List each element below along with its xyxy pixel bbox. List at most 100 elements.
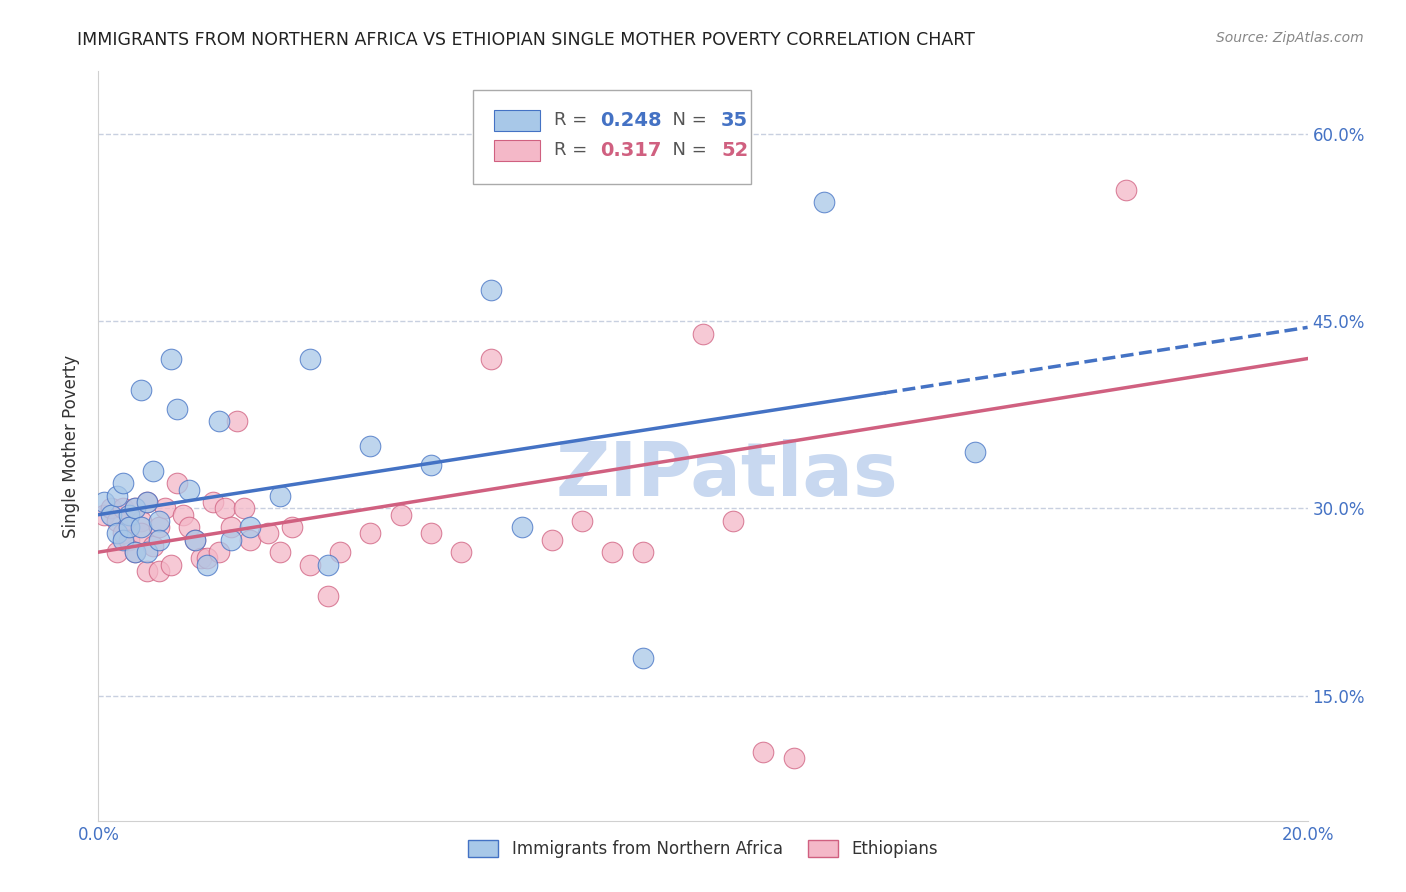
Point [1115, 183, 1137, 197]
Point [540, 533, 562, 547]
Point [105, 526, 128, 541]
Point [226, 414, 249, 428]
Point [105, 545, 128, 559]
FancyBboxPatch shape [494, 139, 540, 161]
Point [208, 414, 231, 428]
Point [571, 514, 593, 528]
Point [723, 514, 745, 528]
Point [232, 501, 254, 516]
Point [269, 545, 291, 559]
Point [602, 545, 624, 559]
Point [111, 501, 134, 516]
Point [190, 551, 212, 566]
Point [360, 526, 382, 541]
Text: ZIPatlas: ZIPatlas [555, 440, 898, 513]
Point [316, 589, 339, 603]
Point [783, 751, 806, 765]
Point [221, 520, 243, 534]
Point [129, 383, 152, 397]
Point [692, 326, 714, 341]
Point [256, 526, 278, 541]
Point [510, 520, 533, 534]
Point [631, 651, 654, 665]
Point [153, 501, 176, 516]
Point [135, 495, 157, 509]
Point [124, 501, 146, 516]
Text: R =: R = [554, 141, 593, 159]
Point [481, 283, 503, 297]
Y-axis label: Single Mother Poverty: Single Mother Poverty [62, 354, 80, 538]
Point [281, 520, 304, 534]
Point [135, 495, 157, 509]
Point [316, 558, 339, 572]
Point [100, 501, 122, 516]
Point [105, 489, 128, 503]
Legend: Immigrants from Northern Africa, Ethiopians: Immigrants from Northern Africa, Ethiopi… [461, 833, 945, 864]
Point [179, 520, 201, 534]
Point [389, 508, 412, 522]
Point [124, 545, 146, 559]
Point [105, 514, 128, 528]
Text: 52: 52 [721, 141, 748, 160]
Point [450, 545, 472, 559]
Point [208, 545, 231, 559]
Point [631, 545, 654, 559]
Point [239, 520, 262, 534]
Text: IMMIGRANTS FROM NORTHERN AFRICA VS ETHIOPIAN SINGLE MOTHER POVERTY CORRELATION C: IMMIGRANTS FROM NORTHERN AFRICA VS ETHIO… [77, 31, 976, 49]
Point [93, 508, 115, 522]
FancyBboxPatch shape [494, 110, 540, 130]
Point [221, 533, 243, 547]
Point [129, 526, 152, 541]
Point [360, 439, 382, 453]
Point [166, 401, 188, 416]
Point [965, 445, 987, 459]
FancyBboxPatch shape [474, 90, 751, 184]
Point [111, 533, 134, 547]
Point [160, 558, 183, 572]
Point [100, 508, 122, 522]
Point [111, 476, 134, 491]
Text: 0.317: 0.317 [600, 141, 662, 160]
Point [172, 508, 194, 522]
Point [214, 501, 236, 516]
Point [124, 501, 146, 516]
Point [93, 495, 115, 509]
Point [148, 520, 170, 534]
Point [118, 508, 141, 522]
Point [813, 195, 835, 210]
Point [148, 514, 170, 528]
Point [135, 564, 157, 578]
Point [129, 520, 152, 534]
Point [239, 533, 262, 547]
Point [195, 551, 218, 566]
Point [179, 483, 201, 497]
Point [124, 545, 146, 559]
Point [269, 489, 291, 503]
Point [148, 564, 170, 578]
Text: N =: N = [661, 141, 713, 159]
Text: N =: N = [661, 112, 713, 129]
Text: R =: R = [554, 112, 593, 129]
Point [299, 351, 322, 366]
Point [195, 558, 218, 572]
Point [184, 533, 207, 547]
Point [118, 520, 141, 534]
Point [111, 526, 134, 541]
Point [299, 558, 322, 572]
Point [160, 351, 183, 366]
Point [329, 545, 352, 559]
Point [202, 495, 225, 509]
Point [118, 520, 141, 534]
Point [129, 514, 152, 528]
Point [184, 533, 207, 547]
Point [142, 464, 165, 478]
Point [148, 533, 170, 547]
Point [118, 533, 141, 547]
Point [166, 476, 188, 491]
Text: 0.248: 0.248 [600, 111, 662, 129]
Text: Source: ZipAtlas.com: Source: ZipAtlas.com [1216, 31, 1364, 45]
Point [420, 526, 443, 541]
Point [420, 458, 443, 472]
Text: 35: 35 [721, 111, 748, 129]
Point [135, 545, 157, 559]
